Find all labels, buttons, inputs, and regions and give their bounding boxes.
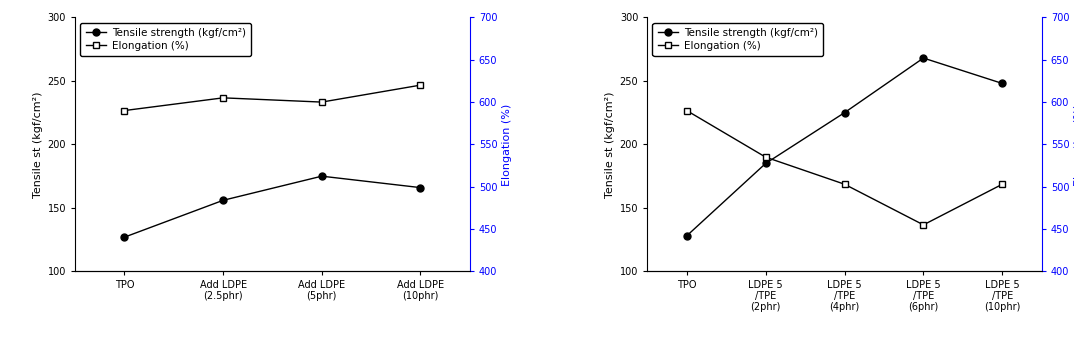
Tensile strength (kgf/cm²)	[680, 234, 693, 238]
Tensile strength (kgf/cm²)	[759, 161, 772, 166]
Tensile strength (kgf/cm²)	[217, 198, 230, 203]
Elongation (%)	[413, 83, 426, 87]
Tensile strength (kgf/cm²)	[316, 174, 329, 178]
Elongation (%)	[838, 182, 851, 186]
Line: Elongation (%): Elongation (%)	[121, 82, 424, 114]
Y-axis label: Tensile st (kgf/cm²): Tensile st (kgf/cm²)	[606, 91, 615, 198]
Elongation (%)	[917, 223, 930, 227]
Tensile strength (kgf/cm²)	[996, 81, 1008, 86]
Tensile strength (kgf/cm²)	[838, 111, 851, 115]
Tensile strength (kgf/cm²)	[917, 56, 930, 60]
Elongation (%)	[118, 109, 131, 113]
Line: Elongation (%): Elongation (%)	[683, 107, 1005, 228]
Tensile strength (kgf/cm²)	[413, 185, 426, 190]
Y-axis label: Tensile st (kgf/cm²): Tensile st (kgf/cm²)	[33, 91, 43, 198]
Elongation (%)	[680, 109, 693, 113]
Legend: Tensile strength (kgf/cm²), Elongation (%): Tensile strength (kgf/cm²), Elongation (…	[81, 23, 251, 56]
Tensile strength (kgf/cm²)	[118, 235, 131, 239]
Elongation (%)	[217, 96, 230, 100]
Legend: Tensile strength (kgf/cm²), Elongation (%): Tensile strength (kgf/cm²), Elongation (…	[653, 23, 823, 56]
Elongation (%)	[759, 155, 772, 159]
Line: Tensile strength (kgf/cm²): Tensile strength (kgf/cm²)	[683, 55, 1005, 239]
Elongation (%)	[996, 182, 1008, 186]
Elongation (%)	[316, 100, 329, 104]
Line: Tensile strength (kgf/cm²): Tensile strength (kgf/cm²)	[121, 173, 424, 240]
Y-axis label: Elongation (%): Elongation (%)	[502, 103, 511, 185]
